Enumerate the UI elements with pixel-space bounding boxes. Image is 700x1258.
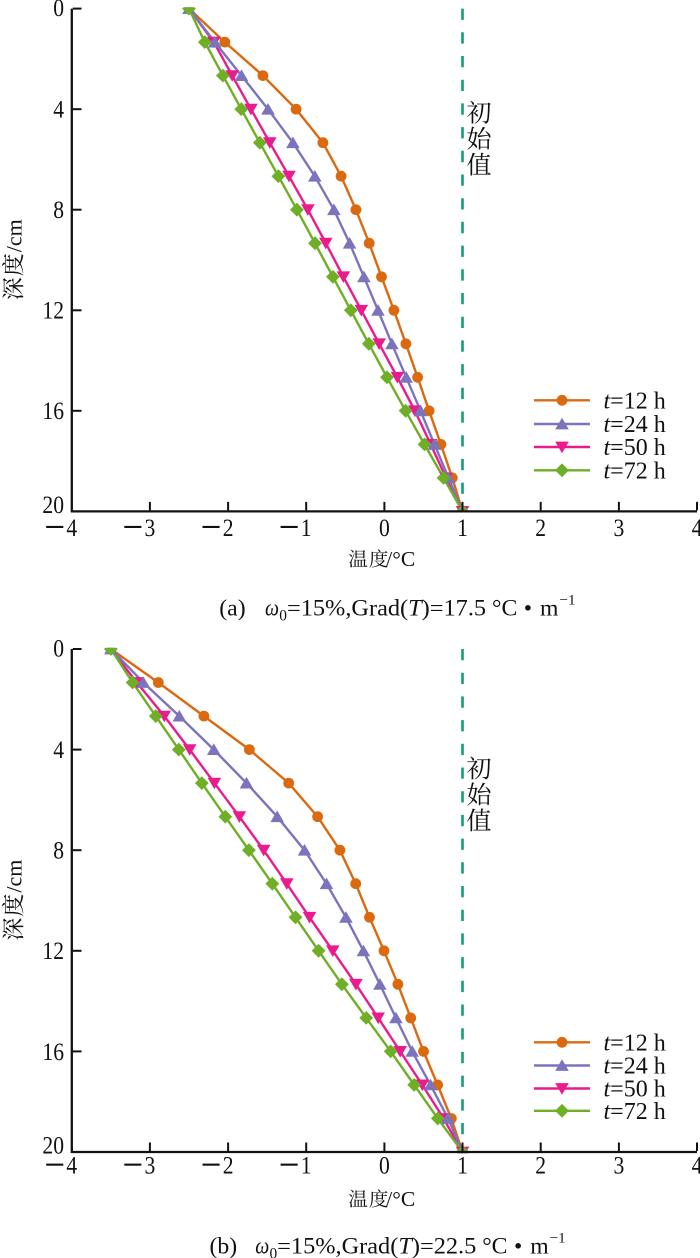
svg-text:8: 8 [53, 197, 64, 224]
svg-text:4: 4 [53, 97, 64, 124]
svg-text:−1: −1 [550, 1231, 566, 1247]
svg-text:m: m [540, 596, 559, 622]
svg-text:2: 2 [535, 515, 546, 542]
svg-text:t=50 h: t=50 h [604, 435, 666, 461]
svg-text:t=50 h: t=50 h [604, 1077, 666, 1103]
svg-text:16: 16 [42, 1039, 64, 1066]
svg-text:0: 0 [53, 0, 64, 22]
svg-text:0: 0 [379, 1153, 390, 1180]
svg-text:(a): (a) [219, 596, 245, 622]
svg-text:•: • [514, 1234, 522, 1258]
svg-text:ω: ω [265, 596, 279, 622]
svg-text:t=12 h: t=12 h [604, 389, 666, 415]
svg-text:t=72 h: t=72 h [604, 1099, 666, 1125]
svg-text:20: 20 [42, 1132, 64, 1159]
svg-text:=15%,Grad(T)=22.5: =15%,Grad(T)=22.5 [277, 1234, 476, 1258]
svg-text:3: 3 [614, 515, 625, 542]
svg-text:1: 1 [457, 1153, 468, 1180]
svg-text:1: 1 [301, 1153, 312, 1180]
svg-text:16: 16 [42, 398, 64, 425]
svg-text:1: 1 [301, 515, 312, 542]
svg-text:1: 1 [457, 515, 468, 542]
svg-text:4: 4 [66, 1153, 77, 1180]
svg-text:0: 0 [279, 608, 287, 625]
svg-text:t=24 h: t=24 h [604, 1054, 666, 1080]
svg-text:ω: ω [255, 1234, 269, 1258]
svg-text:4: 4 [53, 737, 64, 764]
svg-text:4: 4 [692, 515, 700, 542]
svg-text:/cm: /cm [2, 860, 27, 893]
svg-text:°C: °C [492, 596, 517, 622]
svg-text:t=24 h: t=24 h [604, 412, 666, 438]
svg-text:/°C: /°C [386, 547, 415, 571]
svg-text:12: 12 [42, 938, 64, 965]
svg-text:4: 4 [66, 515, 77, 542]
svg-text:=15%,Grad(T)=17.5: =15%,Grad(T)=17.5 [287, 596, 486, 622]
svg-text:−1: −1 [560, 593, 576, 609]
svg-text:0: 0 [270, 1246, 278, 1258]
svg-text:t=72 h: t=72 h [604, 459, 666, 485]
svg-text:2: 2 [535, 1153, 546, 1180]
svg-text:3: 3 [145, 1153, 156, 1180]
svg-text:•: • [524, 596, 532, 622]
svg-text:°C: °C [482, 1234, 507, 1258]
svg-text:3: 3 [145, 515, 156, 542]
svg-text:2: 2 [223, 515, 234, 542]
svg-text:20: 20 [42, 492, 64, 519]
svg-text:t=12 h: t=12 h [604, 1031, 666, 1057]
svg-text:4: 4 [692, 1153, 700, 1180]
svg-text:/cm: /cm [2, 219, 27, 252]
svg-text:/°C: /°C [386, 1187, 415, 1211]
svg-text:2: 2 [223, 1153, 234, 1180]
svg-text:8: 8 [53, 838, 64, 865]
svg-text:3: 3 [614, 1153, 625, 1180]
svg-text:12: 12 [42, 298, 64, 325]
svg-text:0: 0 [53, 635, 64, 662]
svg-text:(b): (b) [210, 1234, 238, 1258]
svg-text:0: 0 [379, 515, 390, 542]
svg-text:m: m [530, 1234, 549, 1258]
